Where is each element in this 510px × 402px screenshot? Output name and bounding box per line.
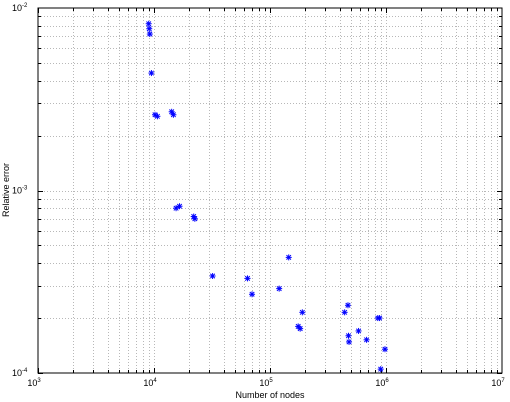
- data-point-star: [176, 203, 183, 210]
- x-tick-exponent: 4: [153, 378, 157, 384]
- x-tick-base: 10: [27, 378, 37, 388]
- data-point-star: [146, 31, 153, 38]
- y-tick-label: 10-3: [12, 186, 28, 196]
- data-point-star: [276, 285, 283, 292]
- x-tick-label: 105: [259, 378, 273, 388]
- data-point-star: [154, 113, 161, 120]
- data-point-star: [146, 25, 153, 32]
- data-point-star: [346, 338, 353, 345]
- x-tick-label: 106: [375, 378, 389, 388]
- data-point-star: [249, 291, 256, 298]
- x-tick-exponent: 5: [269, 378, 273, 384]
- data-point-star: [145, 20, 152, 27]
- x-axis-label: Number of nodes: [235, 390, 305, 400]
- data-point-star: [341, 309, 348, 316]
- data-point-star: [344, 302, 351, 309]
- data-point-star: [285, 254, 292, 261]
- data-point-star: [209, 273, 216, 280]
- x-tick-exponent: 7: [501, 378, 505, 384]
- x-tick-base: 10: [375, 378, 385, 388]
- data-point-star: [299, 309, 306, 316]
- data-point-star: [363, 336, 370, 343]
- data-point-star: [381, 346, 388, 353]
- x-tick-label: 103: [27, 378, 41, 388]
- x-tick-base: 10: [259, 378, 269, 388]
- x-tick-exponent: 3: [37, 378, 41, 384]
- y-tick-label: 10-4: [12, 368, 28, 378]
- data-point-star: [148, 70, 155, 77]
- data-point-star: [376, 315, 383, 322]
- data-point-star: [345, 332, 352, 339]
- y-tick-exponent: -2: [22, 3, 28, 9]
- plot-frame: [37, 7, 503, 374]
- data-point-star: [297, 325, 304, 332]
- x-tick-exponent: 6: [385, 378, 389, 384]
- x-tick-base: 10: [143, 378, 153, 388]
- x-tick-base: 10: [491, 378, 501, 388]
- data-point-star: [355, 327, 362, 334]
- data-point-star: [170, 111, 177, 118]
- y-tick-base: 10: [12, 3, 22, 13]
- data-point-star: [377, 366, 384, 373]
- data-point-star: [191, 215, 198, 222]
- grid-lines: [38, 8, 502, 373]
- x-tick-label: 104: [143, 378, 157, 388]
- data-markers: [145, 20, 388, 373]
- data-point-star: [244, 275, 251, 282]
- y-tick-base: 10: [12, 368, 22, 378]
- x-tick-label: 107: [491, 378, 505, 388]
- y-axis-label: Relative error: [1, 163, 11, 217]
- y-tick-base: 10: [12, 186, 22, 196]
- y-tick-label: 10-2: [12, 3, 28, 13]
- y-tick-exponent: -3: [22, 186, 28, 192]
- y-tick-exponent: -4: [22, 368, 28, 374]
